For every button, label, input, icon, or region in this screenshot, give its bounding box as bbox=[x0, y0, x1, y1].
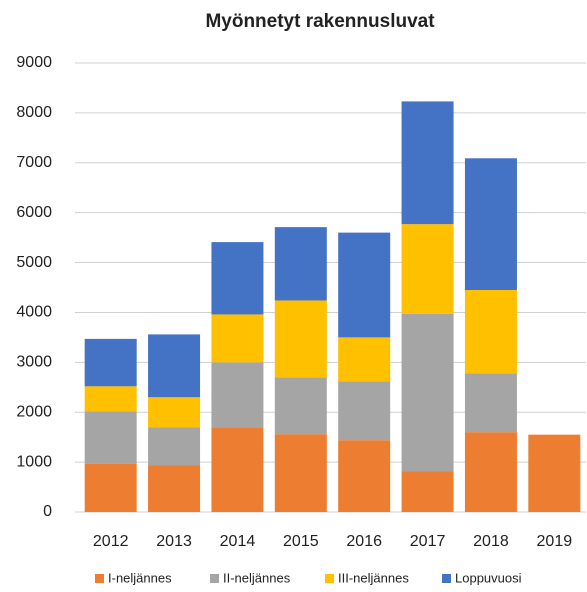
chart-title: Myönnetyt rakennusluvat bbox=[205, 11, 435, 32]
y-tick-label: 9000 bbox=[16, 54, 52, 71]
bar-segment bbox=[464, 289, 517, 374]
legend-label: I-neljännes bbox=[108, 570, 172, 585]
bar-segment bbox=[84, 463, 137, 512]
bar-segment bbox=[464, 432, 517, 512]
y-tick-label: 3000 bbox=[16, 354, 52, 371]
bar-segment bbox=[274, 434, 327, 512]
legend-label: Loppuvuosi bbox=[455, 570, 522, 585]
x-tick-label: 2019 bbox=[537, 533, 573, 550]
bar-segment bbox=[338, 337, 391, 382]
bar-segment bbox=[211, 314, 264, 363]
y-tick-label: 0 bbox=[43, 503, 52, 520]
bar-segment bbox=[338, 440, 391, 512]
bar-segment bbox=[401, 224, 454, 314]
x-tick-label: 2016 bbox=[346, 533, 382, 550]
bar-segment bbox=[84, 386, 137, 412]
y-tick-label: 4000 bbox=[16, 304, 52, 321]
bar-segment bbox=[211, 427, 264, 512]
x-tick-label: 2018 bbox=[473, 533, 509, 550]
y-tick-label: 2000 bbox=[16, 403, 52, 420]
bar-segment bbox=[274, 300, 327, 378]
legend-swatch bbox=[210, 574, 219, 583]
bar-segment bbox=[148, 427, 201, 466]
bar-segment bbox=[464, 158, 517, 290]
legend-swatch bbox=[442, 574, 451, 583]
bar-segment bbox=[274, 377, 327, 435]
bar-segment bbox=[84, 338, 137, 387]
x-tick-label: 2012 bbox=[93, 533, 129, 550]
x-tick-label: 2014 bbox=[220, 533, 256, 550]
legend-swatch bbox=[95, 574, 104, 583]
legend-label: III-neljännes bbox=[338, 570, 409, 585]
bar-segment bbox=[338, 232, 391, 338]
bar-segment bbox=[401, 101, 454, 225]
y-tick-label: 6000 bbox=[16, 204, 52, 221]
bar-segment bbox=[274, 227, 327, 301]
legend-label: II-neljännes bbox=[223, 570, 291, 585]
y-tick-label: 5000 bbox=[16, 254, 52, 271]
y-tick-label: 7000 bbox=[16, 154, 52, 171]
y-tick-label: 8000 bbox=[16, 104, 52, 121]
x-tick-label: 2017 bbox=[410, 533, 446, 550]
bar-segment bbox=[211, 242, 264, 315]
bar-segment bbox=[148, 334, 201, 398]
x-tick-label: 2013 bbox=[156, 533, 192, 550]
legend-swatch bbox=[325, 574, 334, 583]
bar-segment bbox=[338, 381, 391, 441]
bar-segment bbox=[464, 373, 517, 433]
bar-segment bbox=[528, 434, 581, 512]
bar-segment bbox=[148, 465, 201, 512]
bar-segment bbox=[148, 397, 201, 428]
y-tick-label: 1000 bbox=[16, 453, 52, 470]
x-tick-label: 2015 bbox=[283, 533, 319, 550]
bar-segment bbox=[211, 362, 264, 428]
bar-segment bbox=[401, 313, 454, 472]
bar-segment bbox=[401, 471, 454, 512]
bar-segment bbox=[84, 411, 137, 464]
